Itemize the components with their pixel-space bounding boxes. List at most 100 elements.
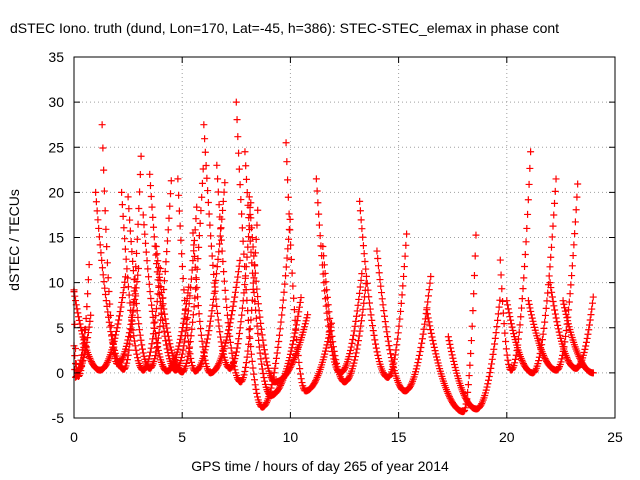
data-point: [430, 343, 438, 351]
data-point: [148, 363, 156, 371]
data-point: [424, 298, 432, 306]
data-point: [138, 345, 146, 353]
data-point: [118, 355, 126, 363]
data-point: [373, 247, 381, 255]
data-point: [232, 348, 240, 356]
data-point: [216, 213, 224, 221]
data-point: [196, 362, 204, 370]
data-point: [142, 239, 150, 247]
data-point: [135, 326, 143, 334]
data-point: [213, 263, 221, 271]
data-point: [231, 293, 239, 301]
data-point: [164, 328, 172, 336]
data-point: [125, 291, 133, 299]
data-point: [195, 364, 203, 372]
y-axis-label: dSTEC / TECUs: [6, 189, 22, 291]
data-point: [236, 181, 244, 189]
data-point: [231, 366, 239, 374]
data-point: [128, 320, 136, 328]
data-point: [383, 328, 391, 336]
data-point: [204, 187, 212, 195]
data-point: [237, 196, 245, 204]
data-point: [214, 255, 222, 263]
data-point: [251, 381, 259, 389]
data-point: [467, 337, 475, 345]
data-point: [585, 321, 593, 329]
data-point: [99, 144, 107, 152]
data-point: [189, 229, 197, 237]
data-point: [314, 199, 322, 207]
data-point: [589, 293, 597, 301]
data-point: [374, 262, 382, 270]
data-point: [365, 293, 373, 301]
data-point: [261, 377, 269, 385]
data-point: [132, 292, 140, 300]
data-point: [193, 203, 201, 211]
data-point: [103, 259, 111, 267]
data-point: [290, 294, 298, 302]
data-point: [356, 197, 364, 205]
data-point: [554, 325, 562, 333]
data-point: [113, 324, 121, 332]
data-point: [465, 372, 473, 380]
data-point: [477, 401, 485, 409]
data-point: [120, 284, 128, 292]
data-point: [179, 275, 187, 283]
data-point: [469, 307, 477, 315]
data-point: [507, 316, 515, 324]
data-point: [449, 354, 457, 362]
data-point: [571, 230, 579, 238]
data-point: [572, 206, 580, 214]
data-point: [184, 331, 192, 339]
data-point: [400, 263, 408, 271]
y-tick-label: 15: [48, 230, 64, 246]
data-point: [238, 377, 246, 385]
data-point: [114, 320, 122, 328]
data-point: [87, 311, 95, 319]
data-point: [195, 232, 203, 240]
data-point: [229, 358, 237, 366]
data-point: [243, 253, 251, 261]
data-point: [281, 280, 289, 288]
data-point: [523, 224, 531, 232]
data-point: [77, 367, 85, 375]
data-point: [285, 235, 293, 243]
data-point: [100, 278, 108, 286]
data-point: [259, 370, 267, 378]
data-point: [75, 316, 83, 324]
data-point: [502, 345, 510, 353]
data-point: [288, 359, 296, 367]
data-point: [85, 323, 93, 331]
data-point: [157, 283, 165, 291]
data-point: [153, 250, 161, 258]
data-point: [235, 330, 243, 338]
data-point: [101, 284, 109, 292]
data-point: [123, 359, 131, 367]
data-point: [271, 364, 279, 372]
data-point: [346, 350, 354, 358]
data-point: [319, 243, 327, 251]
data-point: [149, 335, 157, 343]
data-point: [530, 320, 538, 328]
data-point: [251, 249, 259, 257]
data-point: [416, 348, 424, 356]
data-point: [209, 301, 217, 309]
data-point: [585, 326, 593, 334]
data-point: [360, 250, 368, 258]
data-point: [263, 358, 271, 366]
data-point: [242, 286, 250, 294]
data-point: [135, 205, 143, 213]
data-point: [144, 265, 152, 273]
arc-series: [70, 261, 93, 380]
data-point: [255, 307, 263, 315]
data-point: [84, 290, 92, 298]
data-point: [94, 216, 102, 224]
data-point: [229, 354, 237, 362]
data-point: [504, 305, 512, 313]
data-point: [245, 326, 253, 334]
data-point: [351, 353, 359, 361]
data-point: [146, 182, 154, 190]
data-point: [164, 332, 172, 340]
data-point: [240, 250, 248, 258]
